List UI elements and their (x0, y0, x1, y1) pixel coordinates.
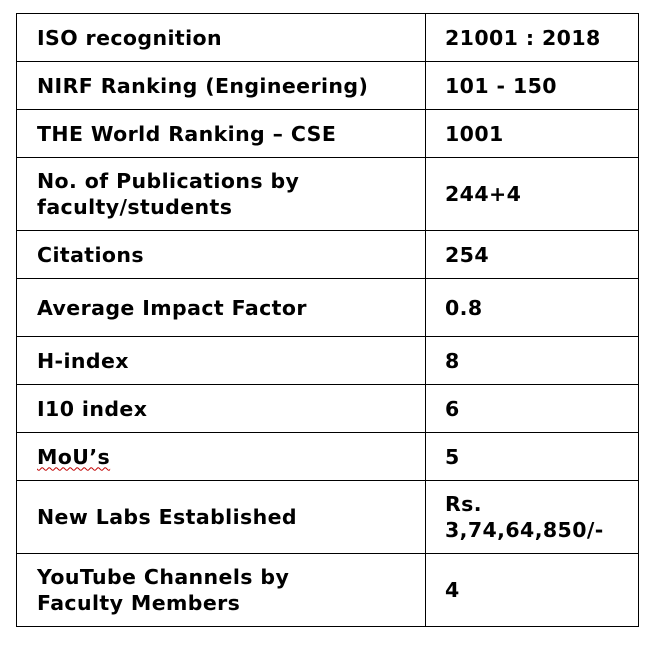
table-row-nirf: NIRF Ranking (Engineering) 101 - 150 (16, 61, 639, 110)
row-label: YouTube Channels by Faculty Members (16, 553, 426, 627)
spellcheck-underlined-text: MoU’s (37, 444, 111, 469)
row-label: H-index (16, 336, 426, 385)
row-value: 21001 : 2018 (425, 13, 639, 62)
row-label: ISO recognition (16, 13, 426, 62)
table-row-the-ranking: THE World Ranking – CSE 1001 (16, 109, 639, 158)
stats-table: ISO recognition 21001 : 2018 NIRF Rankin… (16, 13, 639, 627)
row-value: 4 (425, 553, 639, 627)
row-label: NIRF Ranking (Engineering) (16, 61, 426, 110)
row-label: MoU’s (16, 432, 426, 481)
table-row-publications: No. of Publications by faculty/students … (16, 157, 639, 231)
row-value: 254 (425, 230, 639, 279)
table-row-iso: ISO recognition 21001 : 2018 (16, 13, 639, 62)
table-row-youtube-channels: YouTube Channels by Faculty Members 4 (16, 553, 639, 627)
row-value: 8 (425, 336, 639, 385)
row-value: 0.8 (425, 278, 639, 337)
row-value: 101 - 150 (425, 61, 639, 110)
row-value: 6 (425, 384, 639, 433)
row-value: 244+4 (425, 157, 639, 231)
row-label: Citations (16, 230, 426, 279)
table-row-h-index: H-index 8 (16, 336, 639, 385)
row-label: New Labs Established (16, 480, 426, 554)
row-value: 1001 (425, 109, 639, 158)
row-value: 5 (425, 432, 639, 481)
table-row-i10-index: I10 index 6 (16, 384, 639, 433)
table-row-citations: Citations 254 (16, 230, 639, 279)
table-row-new-labs: New Labs Established Rs. 3,74,64,850/- (16, 480, 639, 554)
row-label: I10 index (16, 384, 426, 433)
table-row-impact-factor: Average Impact Factor 0.8 (16, 278, 639, 337)
table-row-mous: MoU’s 5 (16, 432, 639, 481)
row-label: No. of Publications by faculty/students (16, 157, 426, 231)
row-label: THE World Ranking – CSE (16, 109, 426, 158)
row-label: Average Impact Factor (16, 278, 426, 337)
row-value: Rs. 3,74,64,850/- (425, 480, 639, 554)
